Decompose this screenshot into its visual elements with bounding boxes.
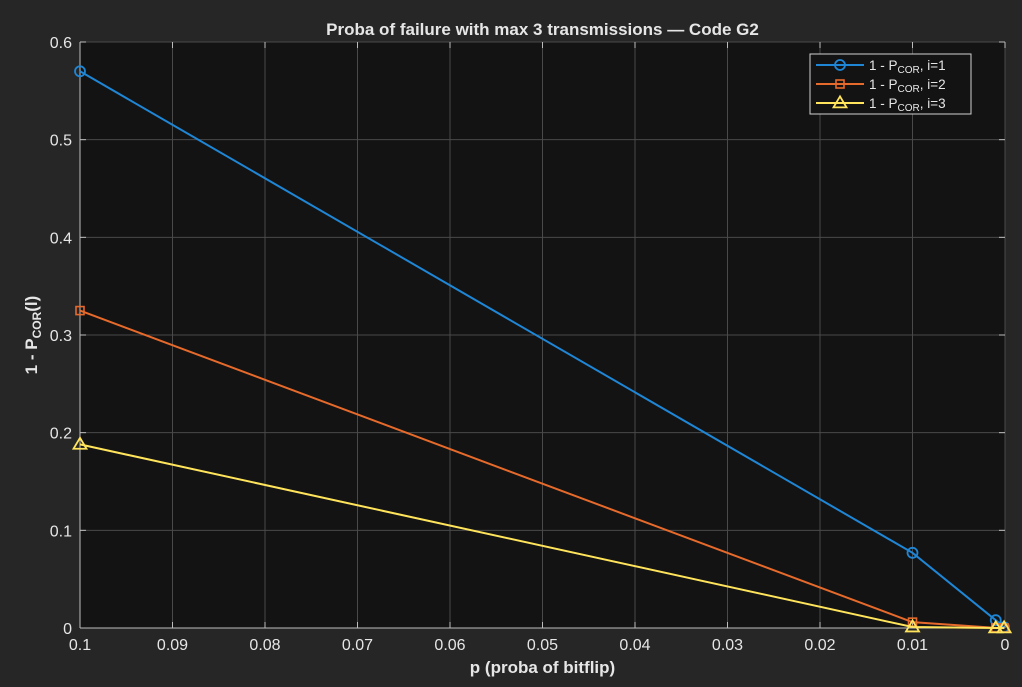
- x-tick-label: 0.01: [897, 637, 928, 654]
- data-point: [987, 619, 1004, 634]
- x-tick-label: 0.07: [342, 637, 373, 654]
- legend-item: 1 - PCOR, i=1: [816, 58, 946, 76]
- y-tick-label: 0.2: [50, 426, 72, 443]
- data-point: [904, 618, 921, 633]
- y-tick-label: 0.1: [50, 523, 72, 540]
- x-tick-label: 0.08: [249, 637, 280, 654]
- x-tick-label: 0.05: [527, 637, 558, 654]
- legend-item: 1 - PCOR, i=2: [816, 77, 946, 95]
- y-tick-label: 0.5: [50, 133, 72, 150]
- y-tick-label: 0.3: [50, 328, 72, 345]
- legend-label: 1 - PCOR, i=3: [869, 96, 946, 114]
- x-tick-label: 0.1: [69, 637, 91, 654]
- x-tick-label: 0.09: [157, 637, 188, 654]
- x-tick-label: 0.06: [434, 637, 465, 654]
- data-point: [989, 614, 1002, 627]
- chart-title: Proba of failure with max 3 transmission…: [326, 20, 759, 39]
- y-tick-label: 0.4: [50, 230, 72, 247]
- legend: 1 - PCOR, i=11 - PCOR, i=21 - PCOR, i=3: [809, 53, 972, 115]
- data-point: [71, 436, 89, 450]
- legend-label: 1 - PCOR, i=2: [869, 77, 946, 95]
- legend-marker: [831, 94, 849, 109]
- data-point: [75, 305, 85, 316]
- data-point: [906, 546, 919, 559]
- legend-label: 1 - PCOR, i=1: [869, 58, 946, 76]
- data-point: [74, 65, 86, 78]
- x-tick-label: 0.02: [804, 637, 835, 654]
- y-tick-label: 0: [63, 621, 72, 638]
- legend-marker: [835, 79, 845, 89]
- legend-item: 1 - PCOR, i=3: [816, 94, 946, 114]
- legend-marker: [834, 59, 846, 71]
- y-tick-label: 0.6: [50, 35, 72, 52]
- series-3: [71, 436, 1013, 634]
- x-axis-label: p (proba of bitflip): [470, 658, 615, 677]
- x-tick-label: 0: [1001, 637, 1010, 654]
- data-point: [995, 619, 1013, 634]
- x-tick-label: 0.04: [619, 637, 650, 654]
- x-tick-label: 0.03: [712, 637, 743, 654]
- y-axis-label: 1 - PCOR(l): [22, 296, 44, 375]
